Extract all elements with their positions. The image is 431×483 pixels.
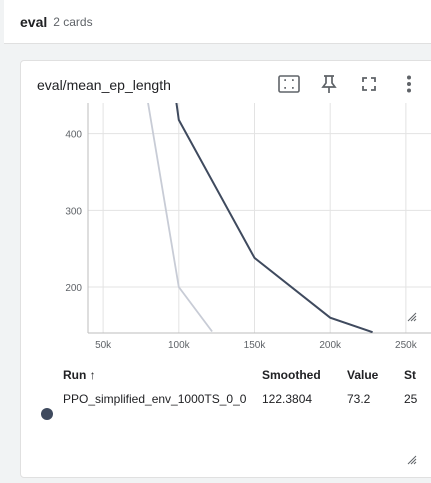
x-tick-label: 200k [319, 340, 342, 351]
fit-domain-button[interactable] [278, 73, 300, 95]
more-options-button[interactable] [398, 73, 420, 95]
run-smoothed-value: 122.3804 [262, 392, 313, 406]
series-line-raw [147, 103, 213, 333]
column-header-run[interactable]: Run ↑ [63, 368, 96, 382]
x-tick-label: 100k [168, 340, 191, 351]
column-header-value[interactable]: Value [347, 368, 379, 382]
run-step: 25 [404, 392, 418, 406]
series-line-smoothed [175, 103, 373, 333]
run-name: PPO_simplified_env_1000TS_0_0 [63, 392, 247, 406]
fullscreen-icon [362, 77, 376, 91]
run-color-swatch [41, 408, 53, 420]
resize-handle-icon [407, 455, 417, 465]
card-title: eval/mean_ep_length [37, 77, 171, 93]
pin-icon [321, 75, 337, 93]
chart-resize-handle[interactable] [407, 309, 417, 327]
table-resize-handle[interactable] [407, 452, 417, 470]
y-tick-label: 300 [65, 206, 82, 217]
scalar-card: eval/mean_ep_length 50k 100k 150k 200k 250k 2… [20, 60, 431, 478]
card-group-header[interactable]: eval 2 cards [4, 0, 431, 44]
column-header-smoothed[interactable]: Smoothed [262, 368, 321, 382]
x-tick-label: 150k [244, 340, 267, 351]
fit-domain-icon [278, 75, 300, 93]
x-tick-label: 50k [95, 340, 112, 351]
group-card-count: 2 cards [53, 14, 93, 29]
more-vert-icon [407, 75, 411, 93]
column-header-step[interactable]: St [404, 368, 416, 382]
line-chart[interactable]: 50k 100k 150k 200k 250k 200 300 400 [21, 103, 431, 365]
fullscreen-button[interactable] [358, 73, 380, 95]
run-value: 73.2 [347, 392, 371, 406]
y-tick-label: 400 [65, 130, 82, 141]
y-tick-label: 200 [65, 283, 82, 294]
pin-button[interactable] [318, 73, 340, 95]
resize-handle-icon [407, 312, 417, 322]
group-title: eval [20, 13, 48, 30]
x-tick-label: 250k [395, 340, 418, 351]
